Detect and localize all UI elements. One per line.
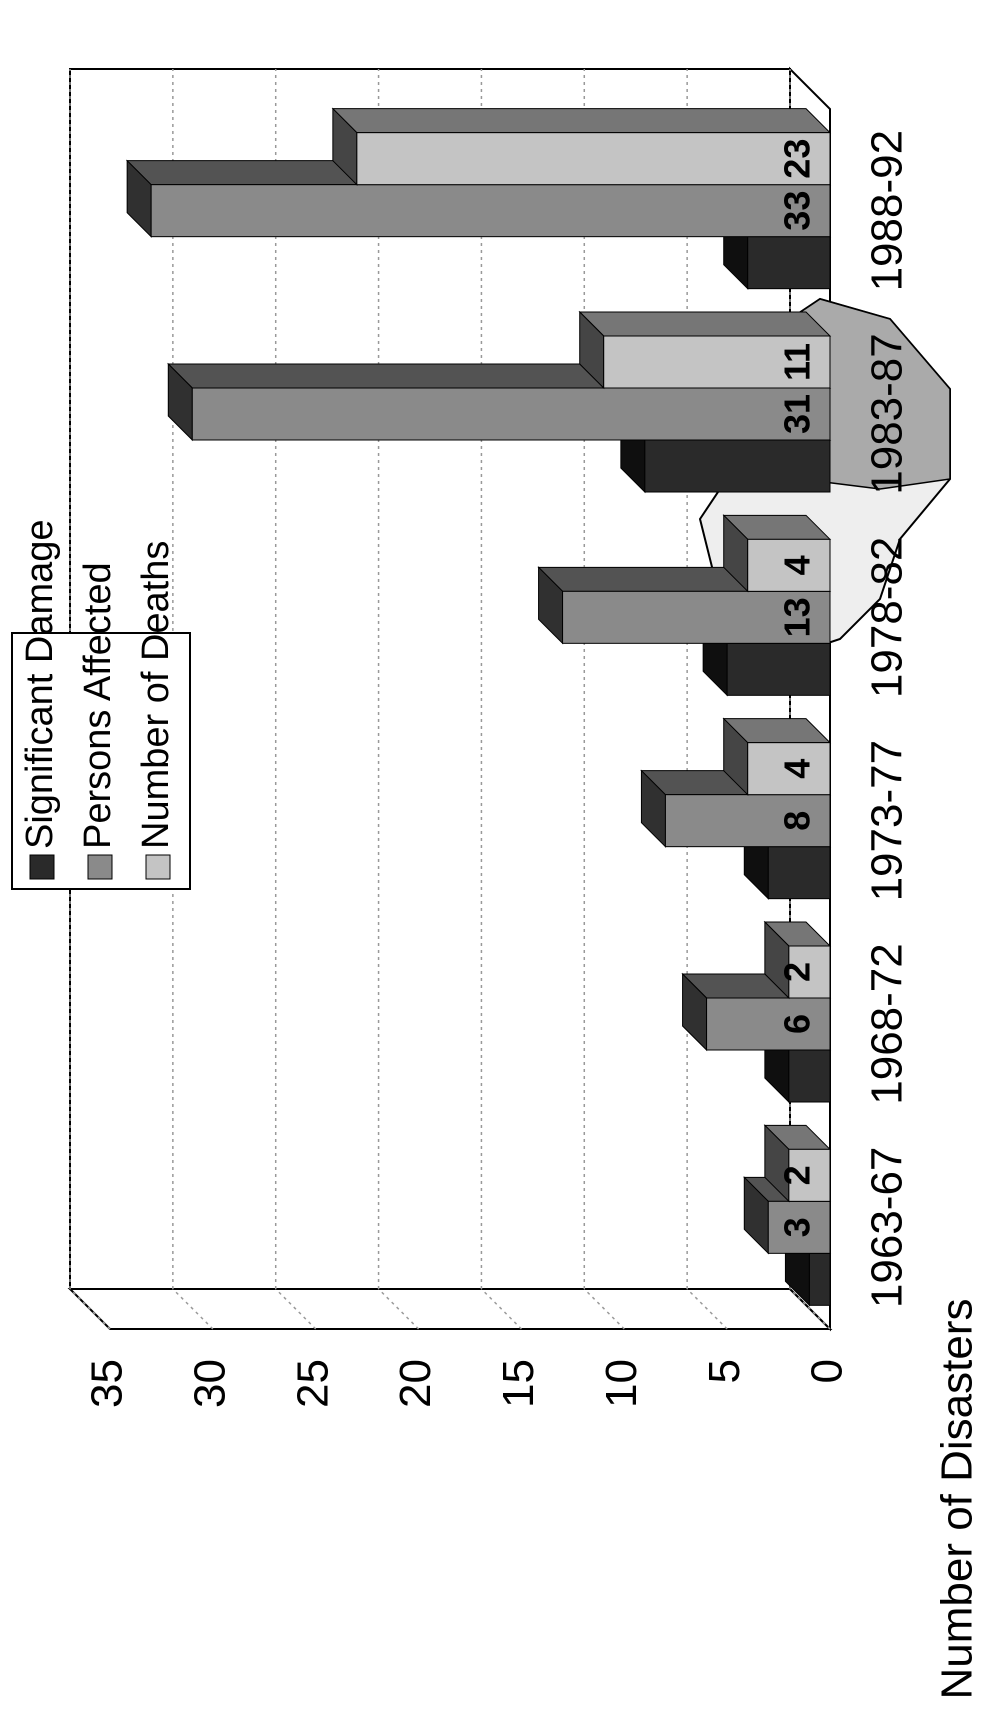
y-axis-title: Number of Disasters xyxy=(933,1298,982,1699)
bar-front xyxy=(706,997,831,1051)
data-label: 31 xyxy=(777,394,818,434)
y-tick-label: 5 xyxy=(700,1359,749,1383)
grid-line xyxy=(69,1288,111,1330)
x-tick-label: 1978-82 xyxy=(863,537,912,698)
data-label: 33 xyxy=(777,191,818,231)
bar-side xyxy=(331,108,832,134)
y-tick-label: 25 xyxy=(288,1359,337,1408)
data-label: 11 xyxy=(777,343,818,381)
bar-front xyxy=(747,742,831,796)
bar-front xyxy=(788,1049,831,1103)
bar-front xyxy=(747,236,831,290)
legend-label: Number of Deaths xyxy=(135,541,177,849)
grid-line xyxy=(583,1288,625,1330)
data-label: 6 xyxy=(777,1014,818,1034)
y-tick-label: 35 xyxy=(83,1359,132,1408)
legend-box xyxy=(11,632,191,890)
x-tick-label: 1973-77 xyxy=(863,740,912,901)
bar xyxy=(763,1124,832,1203)
bar-front xyxy=(767,846,831,900)
bar-front xyxy=(356,132,831,186)
bar xyxy=(578,310,832,390)
x-tick-label: 1968-72 xyxy=(863,943,912,1104)
data-label: 4 xyxy=(777,759,818,779)
bar-front xyxy=(562,590,831,644)
y-tick-label: 0 xyxy=(803,1359,852,1383)
grid-line xyxy=(686,1288,728,1330)
rotated-chart: Number of Disasters 0 5 10 15 20 25 30 35 1963-6… xyxy=(11,66,982,1700)
y-tick-label: 15 xyxy=(494,1359,543,1408)
legend-swatch xyxy=(87,854,113,880)
x-tick-label: 1963-67 xyxy=(863,1147,912,1308)
bar-front xyxy=(788,1148,831,1202)
legend-label: Persons Affected xyxy=(77,562,119,849)
bar-front xyxy=(644,439,831,493)
data-label: 3 xyxy=(777,1217,818,1237)
data-label: 13 xyxy=(777,597,818,637)
y-tick-label: 30 xyxy=(185,1359,234,1408)
bar xyxy=(722,717,832,796)
data-label: 23 xyxy=(777,139,818,179)
data-label: 4 xyxy=(777,555,818,575)
legend-swatch xyxy=(145,854,171,880)
data-label: 2 xyxy=(777,1165,818,1185)
data-label: 2 xyxy=(777,962,818,982)
bar xyxy=(763,920,832,1000)
bar-front xyxy=(603,335,831,389)
grid-line xyxy=(378,1288,420,1330)
x-tick-label: 1983-87 xyxy=(863,333,912,494)
bar-front xyxy=(808,1252,831,1306)
bar-front xyxy=(747,538,831,592)
grid-line xyxy=(275,1288,317,1330)
y-tick-label: 20 xyxy=(391,1359,440,1408)
legend-label: Significant Damage xyxy=(19,519,61,849)
grid-line xyxy=(789,1288,831,1330)
grid-line xyxy=(172,1288,214,1330)
legend-swatch xyxy=(29,854,55,880)
bar xyxy=(331,107,832,186)
bar-side xyxy=(578,311,832,337)
bar-front xyxy=(150,184,831,238)
y-tick-label: 10 xyxy=(597,1359,646,1408)
bar xyxy=(722,514,832,593)
bar-front xyxy=(788,945,831,999)
bar-front xyxy=(726,642,831,696)
grid-line xyxy=(480,1288,522,1330)
bar-front xyxy=(191,387,831,441)
legend: Significant Damage Persons Affected Number… xyxy=(11,519,191,890)
side-wall xyxy=(67,1288,833,1330)
x-tick-label: 1988-92 xyxy=(863,130,912,291)
data-label: 8 xyxy=(777,811,818,831)
